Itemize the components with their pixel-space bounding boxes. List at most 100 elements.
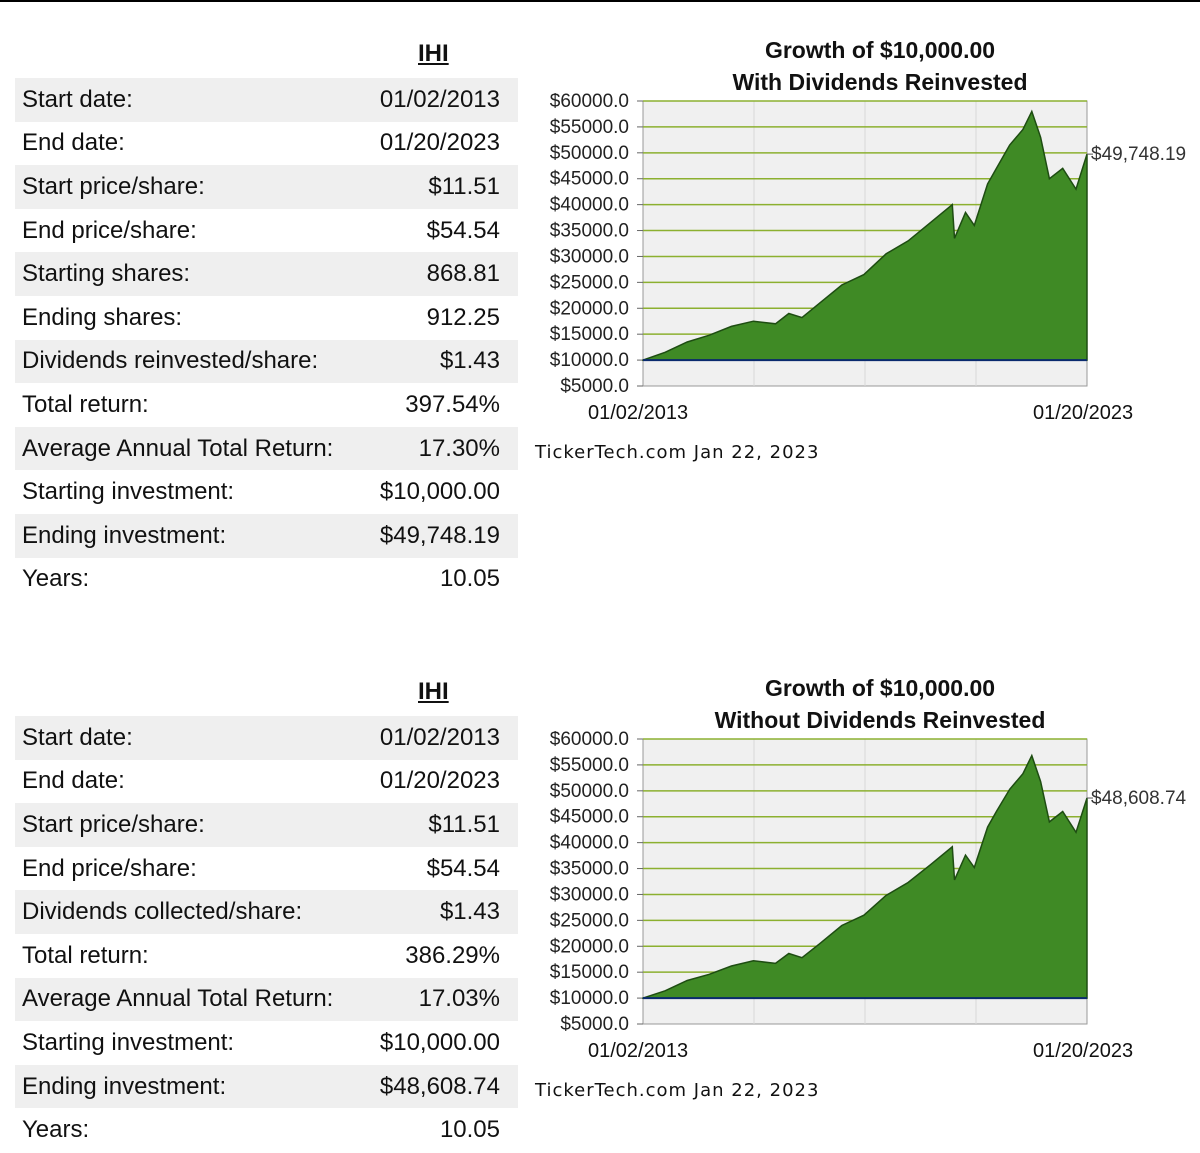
y-tick-label: $30000.0 xyxy=(550,884,629,905)
row-value: 386.29% xyxy=(405,941,500,969)
y-tick-label: $15000.0 xyxy=(550,324,629,345)
row-value: $1.43 xyxy=(439,347,500,375)
ticker-symbol: IHI xyxy=(418,40,449,67)
table-row: Starting investment: $10,000.00 xyxy=(15,470,518,514)
table-row: Ending investment: $48,608.74 xyxy=(15,1064,518,1109)
x-end-label: 01/20/2023 xyxy=(1033,402,1134,424)
x-start-label: 01/02/2013 xyxy=(588,402,689,424)
row-label: End price/share: xyxy=(22,216,197,244)
row-value: 17.30% xyxy=(418,434,500,462)
row-value: $10,000.00 xyxy=(379,478,500,506)
y-tick-label: $35000.0 xyxy=(550,221,629,242)
y-tick-label: $20000.0 xyxy=(550,936,629,957)
row-label: Years: xyxy=(22,1116,90,1144)
y-tick-label: $60000.0 xyxy=(550,93,629,112)
chart-credit: TickerTech.com Jan 22, 2023 xyxy=(535,1080,820,1101)
table-row: Dividends reinvested/share: $1.43 xyxy=(15,339,518,384)
row-label: Start price/share: xyxy=(22,172,205,200)
table-row: Total return: 397.54% xyxy=(15,383,518,427)
row-label: Ending shares: xyxy=(22,303,183,331)
row-label: Starting investment: xyxy=(22,478,235,506)
row-label: End price/share: xyxy=(22,854,197,882)
y-tick-label: $20000.0 xyxy=(550,298,629,319)
row-value: 01/02/2013 xyxy=(379,85,500,113)
row-label: Starting shares: xyxy=(22,260,191,288)
table-row: End date: 01/20/2023 xyxy=(15,122,518,166)
end-value-label: $49,748.19 xyxy=(1091,144,1186,165)
growth-area xyxy=(642,753,1088,1000)
row-value: $49,748.19 xyxy=(379,521,500,549)
row-label: Start price/share: xyxy=(22,810,205,838)
row-label: Average Annual Total Return: xyxy=(22,434,334,462)
y-tick-label: $35000.0 xyxy=(550,859,629,880)
row-value: 10.05 xyxy=(439,1116,500,1144)
growth-area xyxy=(642,109,1088,362)
stats-table: Start date: 01/02/2013 End date: 01/20/202… xyxy=(15,716,518,1152)
table-row: Years: 10.05 xyxy=(15,558,518,602)
table-row: Start price/share: $11.51 xyxy=(15,803,518,847)
y-tick-label: $10000.0 xyxy=(550,350,629,371)
row-value: $1.43 xyxy=(439,898,500,926)
row-label: End date: xyxy=(22,767,125,795)
y-tick-label: $45000.0 xyxy=(550,169,629,190)
table-row: Starting investment: $10,000.00 xyxy=(15,1021,518,1065)
row-value: $11.51 xyxy=(428,172,500,200)
row-label: Total return: xyxy=(22,390,149,418)
table-row: Starting shares: 868.81 xyxy=(15,252,518,296)
table-row: Start date: 01/02/2013 xyxy=(15,716,518,760)
y-tick-label: $55000.0 xyxy=(550,117,629,138)
y-tick-label: $40000.0 xyxy=(550,195,629,216)
chart-title: Growth of $10,000.00 Without Dividends R… xyxy=(630,672,1130,736)
row-label: Years: xyxy=(22,565,90,593)
stats-table: Start date: 01/02/2013 End date: 01/20/202… xyxy=(15,78,518,601)
y-tick-label: $50000.0 xyxy=(550,781,629,802)
row-label: Dividends reinvested/share: xyxy=(22,347,319,375)
y-tick-label: $45000.0 xyxy=(550,807,629,828)
table-row: Start date: 01/02/2013 xyxy=(15,78,518,122)
row-label: Dividends collected/share: xyxy=(22,898,303,926)
row-value: 17.03% xyxy=(418,985,500,1013)
ticker-symbol: IHI xyxy=(418,678,449,705)
table-row: Start price/share: $11.51 xyxy=(15,165,518,209)
row-value: 868.81 xyxy=(426,260,500,288)
row-value: 01/20/2023 xyxy=(379,767,500,795)
row-value: $11.51 xyxy=(428,810,500,838)
row-label: Total return: xyxy=(22,941,149,969)
top-border xyxy=(0,0,1200,2)
row-value: $54.54 xyxy=(426,216,500,244)
row-value: 397.54% xyxy=(405,390,500,418)
row-label: End date: xyxy=(22,129,125,157)
table-row: Dividends collected/share: $1.43 xyxy=(15,890,518,934)
table-row: End price/share: $54.54 xyxy=(15,209,518,253)
chart-credit: TickerTech.com Jan 22, 2023 xyxy=(535,442,820,463)
y-tick-label: $60000.0 xyxy=(550,731,629,750)
row-label: Starting investment: xyxy=(22,1028,235,1056)
row-value: 01/20/2023 xyxy=(379,129,500,157)
table-row: Average Annual Total Return: 17.30% xyxy=(15,426,518,471)
y-tick-label: $10000.0 xyxy=(550,988,629,1009)
y-tick-label: $55000.0 xyxy=(550,755,629,776)
row-label: Start date: xyxy=(22,723,133,751)
growth-chart-with-dividends: $60000.0 $55000.0 $50000.0 $45000.0 $40000.0… xyxy=(550,93,1186,393)
chart-title-line-2: With Dividends Reinvested xyxy=(732,69,1028,95)
table-row: Total return: 386.29% xyxy=(15,934,518,978)
table-row: End date: 01/20/2023 xyxy=(15,760,518,804)
chart-title-line-1: Growth of $10,000.00 xyxy=(764,37,996,63)
row-label: Ending investment: xyxy=(22,521,227,549)
growth-chart-without-dividends: $60000.0 $55000.0 $50000.0 $45000.0 $40000.0… xyxy=(550,731,1187,1031)
y-tick-label: $30000.0 xyxy=(550,246,629,267)
row-label: Average Annual Total Return: xyxy=(22,985,334,1013)
table-row: Average Annual Total Return: 17.03% xyxy=(15,977,518,1022)
chart-title-line-2: Without Dividends Reinvested xyxy=(714,707,1046,733)
row-value: $10,000.00 xyxy=(379,1028,500,1056)
table-row: End price/share: $54.54 xyxy=(15,847,518,891)
table-row: Ending shares: 912.25 xyxy=(15,296,518,340)
y-tick-label: $5000.0 xyxy=(560,1014,629,1031)
row-value: 912.25 xyxy=(426,303,500,331)
y-tick-label: $50000.0 xyxy=(550,143,629,164)
chart-title: Growth of $10,000.00 With Dividends Rein… xyxy=(630,34,1130,98)
row-value: 01/02/2013 xyxy=(379,723,500,751)
row-label: Ending investment: xyxy=(22,1072,227,1100)
row-value: $48,608.74 xyxy=(379,1072,500,1100)
row-value: $54.54 xyxy=(426,854,500,882)
